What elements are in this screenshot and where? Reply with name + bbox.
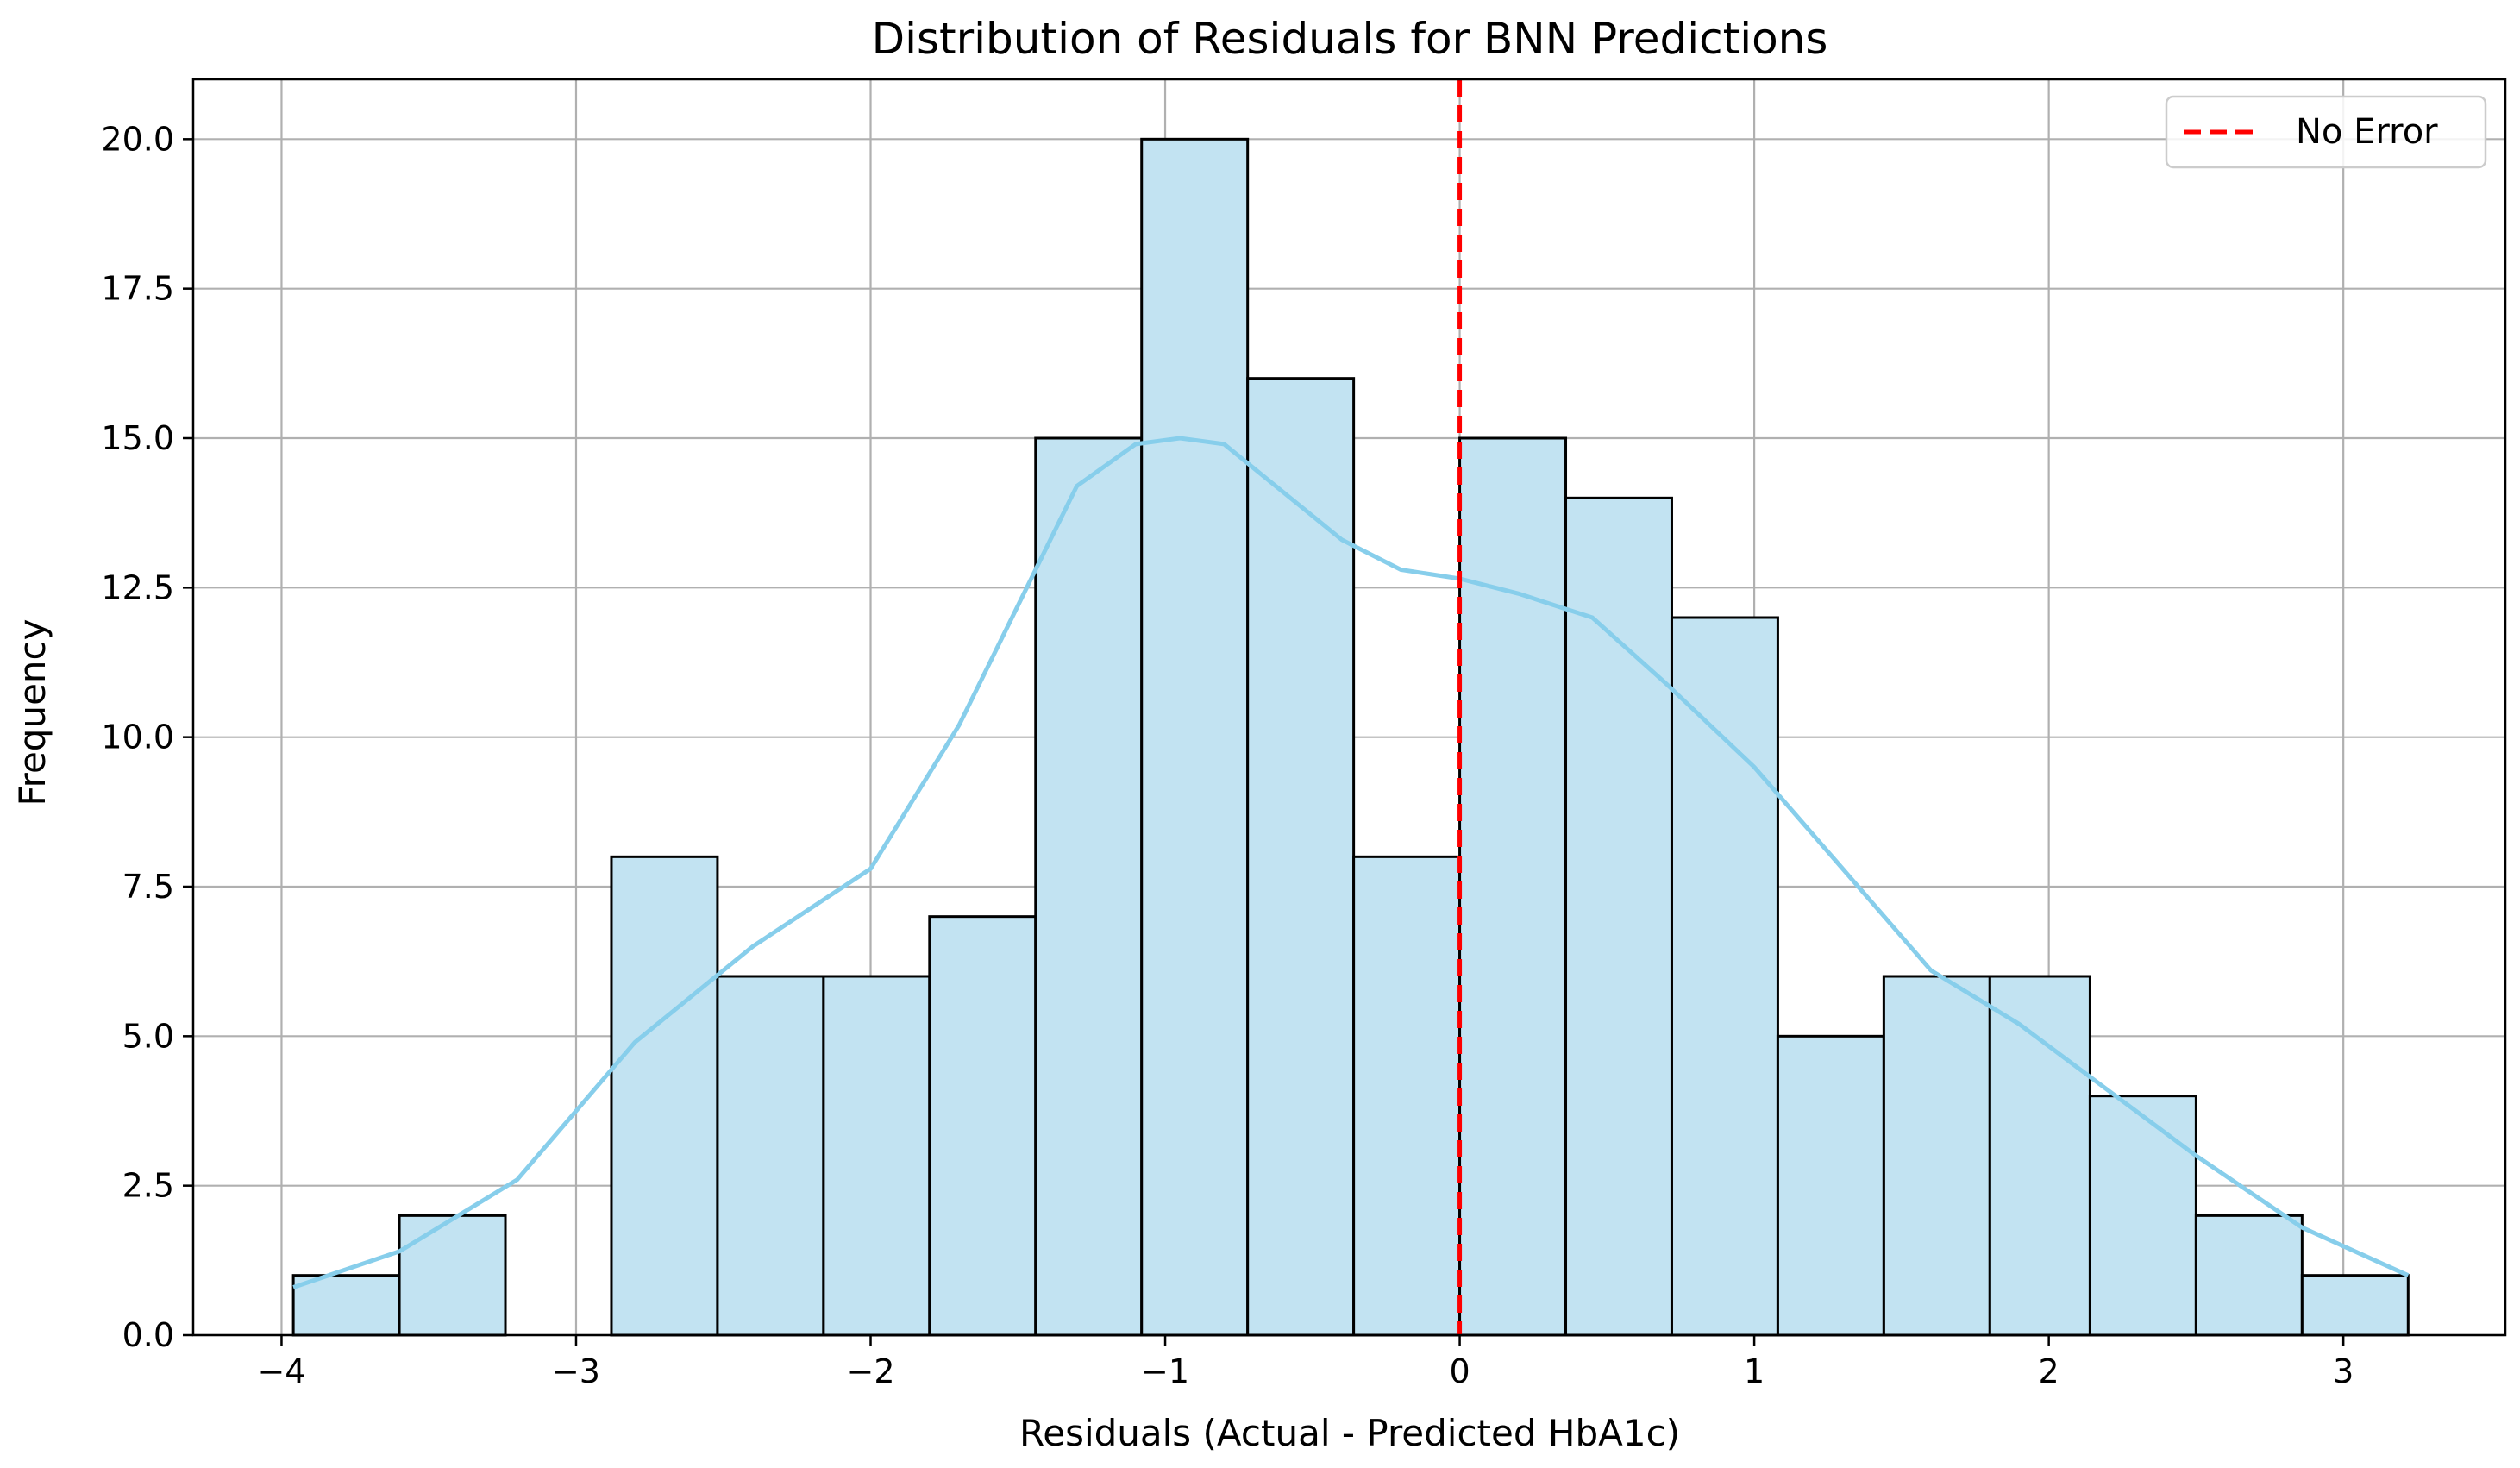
y-tick-label-8: 20.0 xyxy=(101,120,174,158)
histogram-bar-12 xyxy=(1564,496,1673,1337)
x-tick-label-5: 1 xyxy=(1744,1352,1765,1390)
legend-box xyxy=(2165,95,2487,169)
histogram-bar-18 xyxy=(2194,1214,2304,1337)
histogram-bar-8 xyxy=(1140,137,1250,1337)
x-tick-label-7: 3 xyxy=(2333,1352,2354,1390)
histogram-bar-14 xyxy=(1776,1034,1885,1337)
legend: No Error xyxy=(2165,95,2487,169)
histogram-bar-16 xyxy=(1988,975,2091,1337)
y-tick-label-6: 15.0 xyxy=(101,419,174,457)
histogram-bar-1 xyxy=(398,1214,507,1337)
legend-no-error-label: No Error xyxy=(2296,112,2438,152)
chart-title: Distribution of Residuals for BNN Predic… xyxy=(872,14,1828,64)
y-tick-label-0: 0.0 xyxy=(122,1316,174,1354)
x-tick-label-0: −4 xyxy=(257,1352,305,1390)
histogram-bar-10 xyxy=(1352,855,1462,1337)
histogram-bar-0 xyxy=(291,1274,401,1337)
histogram-bar-19 xyxy=(2300,1274,2410,1337)
x-tick-label-1: −3 xyxy=(552,1352,600,1390)
x-axis-label: Residuals (Actual - Predicted HbA1c) xyxy=(1019,1412,1680,1454)
histogram-bar-4 xyxy=(716,975,825,1337)
histogram-bar-13 xyxy=(1670,616,1779,1337)
y-tick-label-2: 5.0 xyxy=(122,1017,174,1055)
y-tick-label-7: 17.5 xyxy=(101,270,174,308)
y-tick-label-5: 12.5 xyxy=(101,568,174,606)
y-tick-label-3: 7.5 xyxy=(122,868,174,906)
histogram-bar-6 xyxy=(928,915,1037,1337)
x-tick-label-2: −2 xyxy=(847,1352,895,1390)
x-tick-label-4: 0 xyxy=(1449,1352,1470,1390)
histogram-bar-5 xyxy=(822,975,931,1337)
plot-area-frame xyxy=(191,78,2507,1337)
y-tick-label-4: 10.0 xyxy=(101,718,174,756)
histogram-bar-9 xyxy=(1246,377,1356,1337)
histogram-bar-11 xyxy=(1458,436,1568,1337)
histogram-bar-3 xyxy=(610,855,719,1337)
axis-ticks: −4 −3 −2 −1 0 1 2 3 0.0 2.5 5.0 7.5 10.0 12.5 15.0 17.5… xyxy=(101,120,2354,1390)
y-tick-label-1: 2.5 xyxy=(122,1167,174,1205)
x-tick-label-3: −1 xyxy=(1141,1352,1189,1390)
histogram-bar-17 xyxy=(2088,1095,2197,1337)
kde-density-curve xyxy=(292,436,2410,1289)
y-axis-label: Frequency xyxy=(11,619,53,806)
histogram-bar-15 xyxy=(1882,975,1991,1337)
histogram-bar-7 xyxy=(1034,436,1144,1337)
x-tick-label-6: 2 xyxy=(2039,1352,2059,1390)
